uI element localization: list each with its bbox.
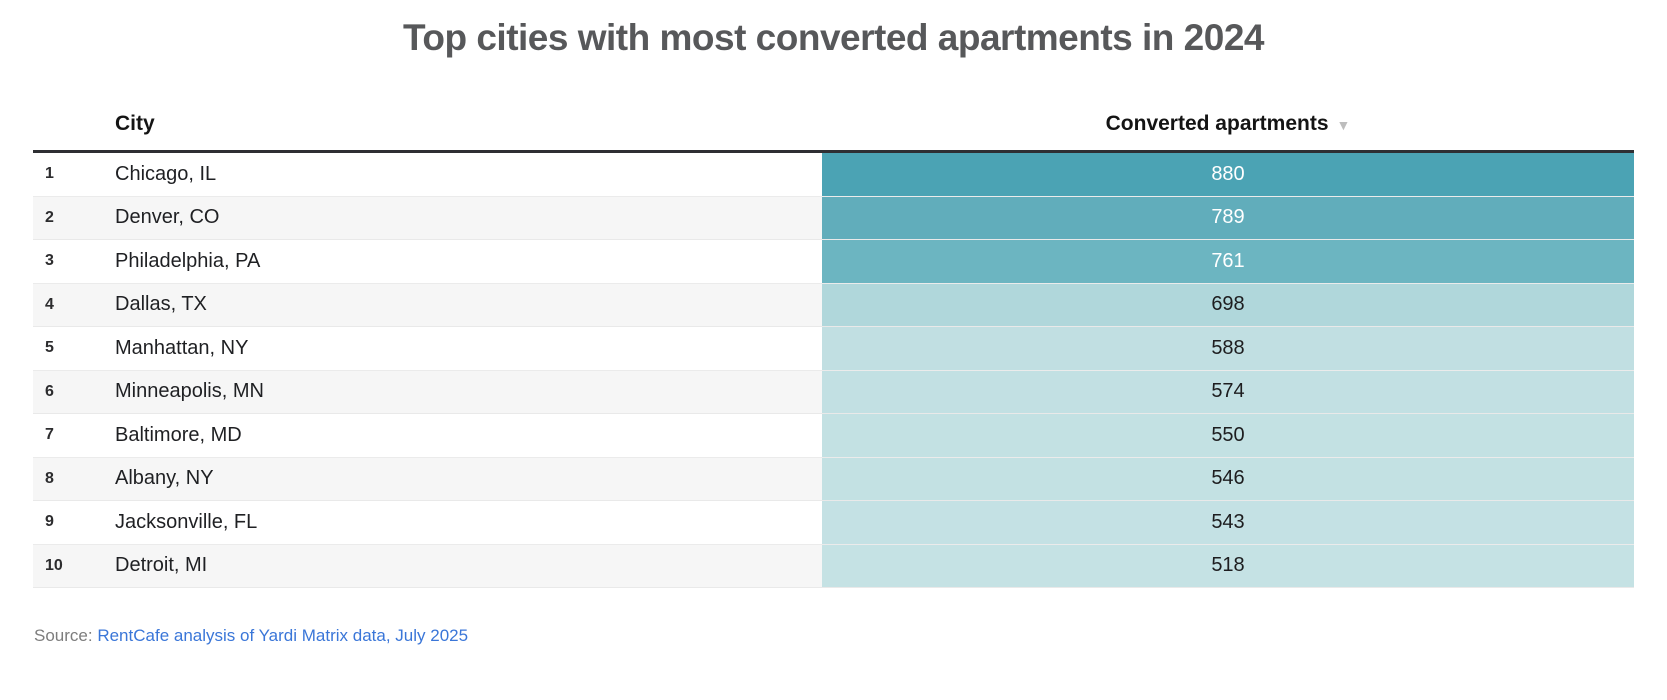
table-row: 9 Jacksonville, FL 543 [33, 501, 1634, 545]
table-row: 2 Denver, CO 789 [33, 196, 1634, 240]
page: Top cities with most converted apartment… [0, 14, 1667, 646]
city-cell: Jacksonville, FL [115, 510, 258, 533]
source-label: Source: [34, 626, 93, 645]
value-cell: 574 [822, 370, 1634, 413]
table-row: 10 Detroit, MI 518 [33, 544, 1634, 588]
source-line: Source: RentCafe analysis of Yardi Matri… [33, 626, 1634, 646]
city-cell: Philadelphia, PA [115, 249, 261, 272]
table-row: 4 Dallas, TX 698 [33, 283, 1634, 327]
value-cell: 543 [822, 501, 1634, 544]
value-cell: 546 [822, 457, 1634, 500]
rank-cell: 6 [45, 382, 54, 400]
value-cell: 518 [822, 544, 1634, 587]
table-row: 6 Minneapolis, MN 574 [33, 370, 1634, 414]
value-cell: 698 [822, 283, 1634, 326]
value-cell: 761 [822, 240, 1634, 283]
table-header-row: City Converted apartments ▼ [33, 86, 1634, 153]
city-cell: Albany, NY [115, 467, 214, 490]
city-cell: Baltimore, MD [115, 423, 242, 446]
table-row: 5 Manhattan, NY 588 [33, 327, 1634, 371]
converted-apartments-table: City Converted apartments ▼ 1 Chicago, IL… [33, 86, 1634, 588]
table-row: 7 Baltimore, MD 550 [33, 414, 1634, 458]
table-row: 8 Albany, NY 546 [33, 457, 1634, 501]
rank-cell: 8 [45, 469, 54, 487]
city-cell: Manhattan, NY [115, 336, 249, 359]
city-cell: Chicago, IL [115, 162, 217, 185]
source-link[interactable]: RentCafe analysis of Yardi Matrix data, … [97, 626, 469, 645]
value-cell: 550 [822, 414, 1634, 457]
rank-cell: 5 [45, 339, 54, 357]
rank-cell: 9 [45, 513, 54, 531]
value-cell: 588 [822, 327, 1634, 370]
city-column-header: City [115, 112, 155, 135]
table-row: 1 Chicago, IL 880 [33, 153, 1634, 197]
rank-cell: 10 [45, 556, 63, 574]
sort-descending-icon: ▼ [1336, 117, 1351, 133]
city-cell: Denver, CO [115, 206, 220, 229]
city-cell: Minneapolis, MN [115, 380, 264, 403]
rank-cell: 1 [45, 165, 54, 183]
rank-cell: 3 [45, 252, 54, 270]
city-cell: Dallas, TX [115, 293, 207, 316]
city-cell: Detroit, MI [115, 554, 208, 577]
value-cell: 789 [822, 196, 1634, 239]
rank-cell: 4 [45, 295, 54, 313]
rank-cell: 2 [45, 208, 54, 226]
converted-apartments-column-label: Converted apartments [1105, 112, 1329, 135]
table-row: 3 Philadelphia, PA 761 [33, 240, 1634, 284]
page-title: Top cities with most converted apartment… [403, 17, 1265, 58]
value-cell: 880 [822, 153, 1634, 196]
converted-apartments-column-header[interactable]: Converted apartments ▼ [822, 112, 1634, 136]
table-body: 1 Chicago, IL 880 2 Denver, CO 789 3 Phi… [33, 153, 1634, 588]
rank-cell: 7 [45, 426, 54, 444]
